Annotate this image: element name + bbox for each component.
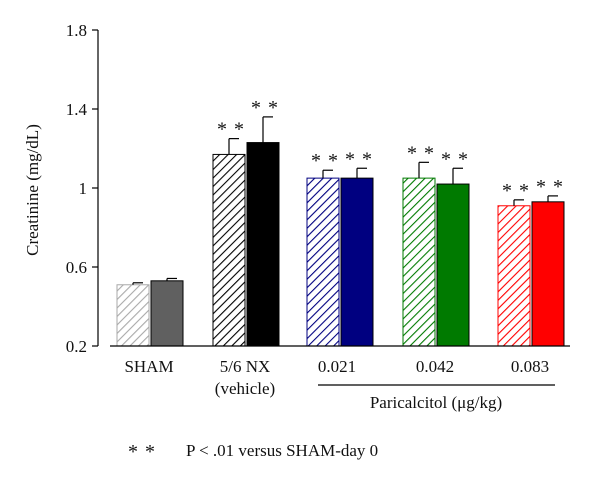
- significance-marker: * *: [345, 148, 373, 170]
- footnote-symbol: * *: [128, 441, 156, 463]
- category-label: SHAM: [124, 357, 173, 376]
- category-label: (vehicle): [215, 379, 275, 398]
- bar-hatched: [116, 284, 150, 347]
- bar-hatched: [402, 177, 436, 347]
- significance-marker: * *: [536, 176, 564, 198]
- bar-hatched: [306, 177, 340, 347]
- significance-marker: * *: [311, 150, 339, 172]
- y-tick-label: 1.8: [66, 21, 87, 40]
- category-label: 0.042: [416, 357, 454, 376]
- significance-marker: * *: [502, 180, 530, 202]
- category-label: 0.021: [318, 357, 356, 376]
- significance-marker: * *: [217, 119, 245, 141]
- significance-marker: * *: [407, 142, 435, 164]
- bar-solid: [436, 183, 470, 347]
- y-tick-label: 1: [79, 179, 88, 198]
- bar-hatched: [497, 205, 531, 347]
- y-tick-label: 0.2: [66, 337, 87, 356]
- plot-area: 0.2 0.6 1 1.4 1.8 Creatinine (mg/dL) * * * * * *…: [23, 21, 570, 463]
- bar-solid: [531, 201, 565, 347]
- y-tick-label: 0.6: [66, 258, 87, 277]
- significance-marker: * *: [441, 148, 469, 170]
- y-axis-label: Creatinine (mg/dL): [23, 124, 42, 256]
- category-label: 5/6 NX: [220, 357, 271, 376]
- y-tick-label: 1.4: [66, 100, 88, 119]
- category-label: 0.083: [511, 357, 549, 376]
- footnote-text: P < .01 versus SHAM-day 0: [186, 441, 378, 460]
- bar-hatched: [212, 153, 246, 347]
- significance-marker: * *: [251, 97, 279, 119]
- bar-solid: [340, 177, 374, 347]
- dose-bracket-label: Paricalcitol (μg/kg): [370, 393, 502, 412]
- bar-solid: [246, 142, 280, 347]
- bar-solid: [150, 280, 184, 347]
